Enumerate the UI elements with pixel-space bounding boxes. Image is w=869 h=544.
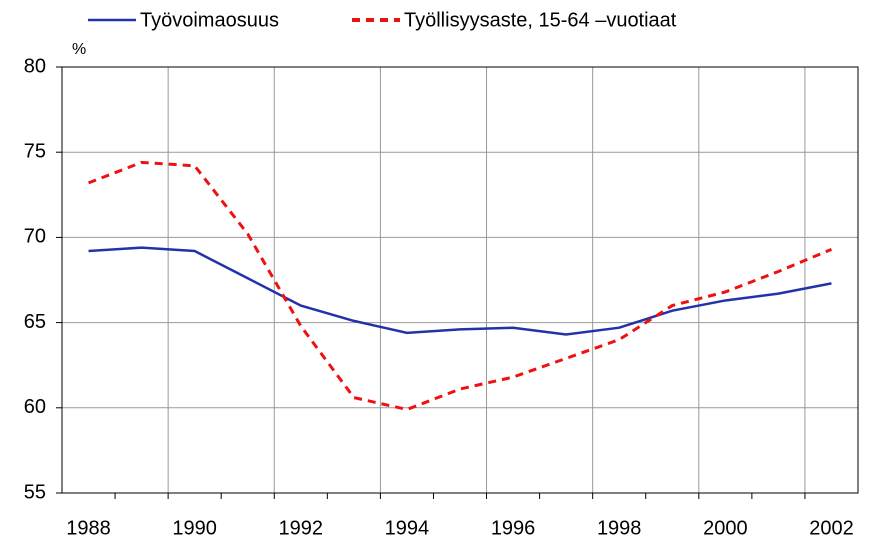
y-tick-label: 80 <box>24 55 46 77</box>
x-tick-label: 1998 <box>597 517 642 539</box>
series-line <box>87 160 833 412</box>
y-axis-label: % <box>72 41 86 58</box>
y-tick-label: 70 <box>24 226 46 248</box>
x-tick-label: 2002 <box>809 517 854 539</box>
plot-frame <box>61 66 859 494</box>
x-tick-label: 1996 <box>491 517 536 539</box>
x-tick-label: 1990 <box>172 517 217 539</box>
y-tick-label: 60 <box>24 396 46 418</box>
legend-label: Työllisyysaste, 15-64 –vuotiaat <box>404 9 677 31</box>
series-line <box>88 246 832 336</box>
y-tick-label: 75 <box>24 140 46 162</box>
y-tick-label: 55 <box>24 481 46 503</box>
x-tick-label: 1992 <box>279 517 324 539</box>
legend-label: Työvoimaosuus <box>140 9 279 31</box>
y-tick-label: 65 <box>24 311 46 333</box>
x-tick-label: 1988 <box>66 517 111 539</box>
x-tick-label: 1994 <box>385 517 430 539</box>
x-tick-label: 2000 <box>703 517 748 539</box>
